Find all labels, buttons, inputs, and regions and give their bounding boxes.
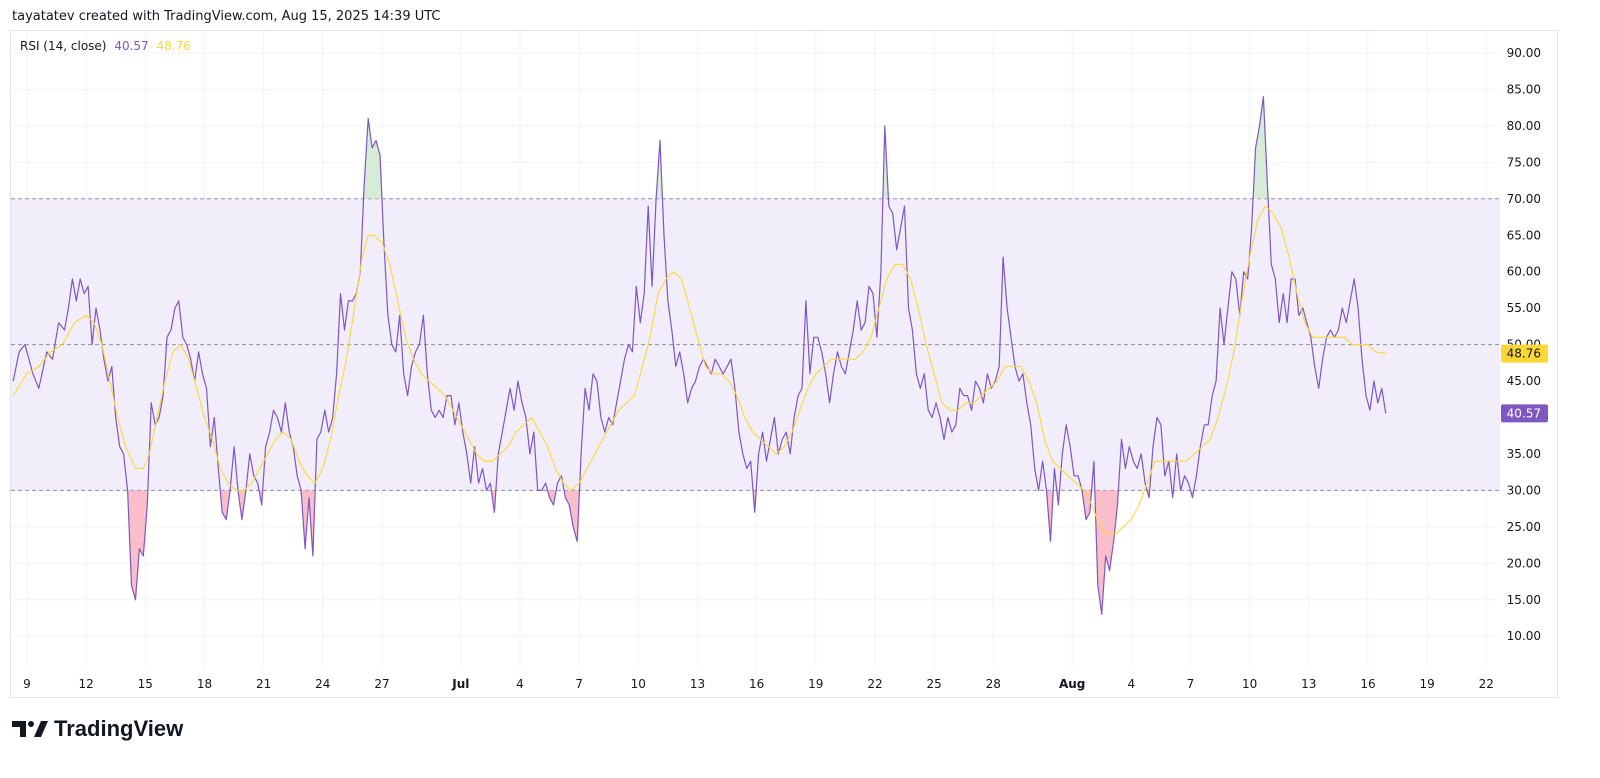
x-tick-label: 25: [926, 677, 941, 691]
overbought-fill: [363, 118, 382, 199]
x-tick-label: Jul: [451, 677, 469, 691]
x-tick-label: 13: [690, 677, 705, 691]
x-tick-label: 27: [374, 677, 389, 691]
x-tick-label: 10: [1242, 677, 1257, 691]
x-tick-label: 13: [1301, 677, 1316, 691]
y-tick-label: 35.00: [1507, 447, 1541, 461]
x-axis: 9 12 15 18 21 24 27 Jul 4 7 10 13 16 19 22 25 28 Aug 4 7 10 1…: [23, 677, 1494, 691]
x-tick-label: 19: [1419, 677, 1434, 691]
y-tick-label: 80.00: [1507, 119, 1541, 133]
x-tick-label: 4: [516, 677, 524, 691]
brand-name: TradingView: [54, 716, 184, 741]
tradingview-logo[interactable]: TradingView: [12, 716, 183, 742]
legend-ma-value: 48.76: [156, 39, 191, 53]
rsi-value-badge: 40.57: [1507, 406, 1541, 420]
ma-value-badge: 48.76: [1507, 347, 1541, 361]
y-tick-label: 15.00: [1507, 593, 1541, 607]
x-tick-label: 4: [1127, 677, 1135, 691]
x-tick-label: 24: [315, 677, 330, 691]
legend-name: RSI (14, close): [20, 39, 107, 53]
x-tick-label: 7: [575, 677, 583, 691]
x-tick-label: 18: [197, 677, 212, 691]
x-tick-label: 16: [1360, 677, 1375, 691]
attribution-text: tayatatev created with TradingView.com, …: [12, 9, 441, 24]
x-tick-label: 7: [1187, 677, 1195, 691]
rsi-value-badge-bg: [1501, 404, 1548, 423]
tradingview-logo-icon: [12, 721, 48, 737]
y-tick-label: 20.00: [1507, 556, 1541, 570]
x-tick-label: 15: [138, 677, 153, 691]
chart-pane[interactable]: [10, 30, 1558, 698]
y-tick-label: 90.00: [1507, 46, 1541, 60]
y-tick-label: 10.00: [1507, 629, 1541, 643]
oversold-fill: [1082, 490, 1092, 520]
y-tick-label: 30.00: [1507, 483, 1541, 497]
oversold-fill: [127, 490, 148, 600]
x-tick-label: 22: [867, 677, 882, 691]
legend-rsi-value: 40.57: [114, 39, 149, 53]
y-tick-label: 60.00: [1507, 265, 1541, 279]
extreme-fills: [127, 96, 1269, 615]
y-tick-label: 65.00: [1507, 228, 1541, 242]
x-tick-label: 22: [1479, 677, 1494, 691]
oversold-fill: [238, 490, 246, 520]
y-tick-label: 85.00: [1507, 82, 1541, 96]
indicator-legend[interactable]: RSI (14, close) 40.57 48.76: [20, 39, 191, 53]
y-tick-label: 25.00: [1507, 520, 1541, 534]
x-tick-label: 9: [23, 677, 31, 691]
y-tick-label: 55.00: [1507, 301, 1541, 315]
x-tick-label: 19: [808, 677, 823, 691]
rsi-ma-line: [12, 205, 1386, 535]
y-tick-label: 70.00: [1507, 192, 1541, 206]
y-axis: 10.0015.0020.0025.0030.0035.0040.0045.00…: [1507, 46, 1541, 643]
oversold-fill: [1094, 490, 1119, 615]
ma-value-badge-bg: [1501, 344, 1548, 363]
x-tick-label: 28: [986, 677, 1001, 691]
oversold-fill: [1046, 490, 1054, 542]
x-tick-label: 12: [79, 677, 94, 691]
x-tick-label: 21: [256, 677, 271, 691]
price-badges: 48.76 40.57: [1501, 344, 1548, 423]
x-tick-label: 10: [631, 677, 646, 691]
y-tick-label: 75.00: [1507, 155, 1541, 169]
x-tick-label: 16: [749, 677, 764, 691]
y-tick-label: 45.00: [1507, 374, 1541, 388]
x-tick-label: Aug: [1059, 677, 1085, 691]
series-lines: [12, 96, 1387, 615]
